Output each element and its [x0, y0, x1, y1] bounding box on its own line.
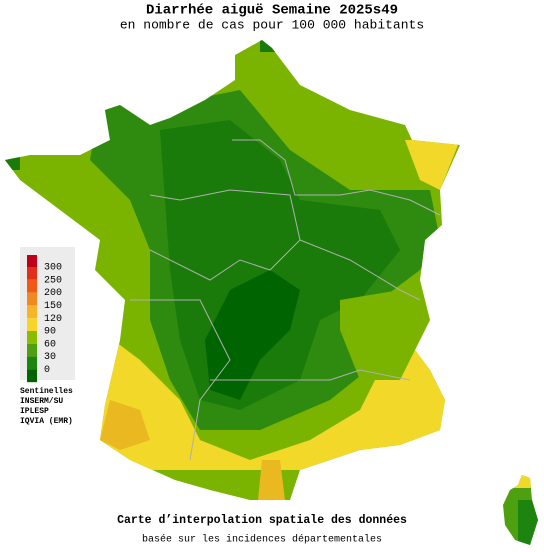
source-label: INSERM/SU — [20, 397, 63, 406]
legend-swatch — [27, 279, 37, 293]
map-title: Diarrhée aiguë Semaine 2025s49 — [146, 3, 398, 19]
legend-label: 150 — [44, 301, 62, 312]
legend-label: 200 — [44, 288, 62, 299]
legend-swatch — [27, 305, 37, 319]
legend-label: 30 — [44, 352, 56, 363]
footer-line: Carte d’interpolation spatiale des donné… — [117, 514, 407, 527]
legend-label: 120 — [44, 314, 62, 325]
legend-label: 0 — [44, 365, 50, 376]
legend-swatch — [27, 356, 37, 370]
legend-swatch — [27, 292, 37, 306]
source-label: Sentinelles — [20, 387, 73, 396]
map-subtitle: en nombre de cas pour 100 000 habitants — [120, 17, 424, 32]
legend-label: 250 — [44, 275, 62, 286]
legend-swatch — [27, 267, 37, 280]
corsica — [503, 475, 538, 545]
legend-swatch — [27, 331, 37, 344]
legend-label: 300 — [44, 263, 62, 274]
source-label: IQVIA (EMR) — [20, 417, 73, 426]
footer-line: basée sur les incidences départementales — [142, 534, 382, 546]
legend-swatch — [27, 369, 37, 383]
legend-swatch — [27, 343, 37, 357]
legend-label: 60 — [44, 339, 56, 350]
source-label: IPLESP — [20, 407, 49, 416]
legend-label: 90 — [44, 327, 56, 338]
legend-swatch — [27, 255, 37, 267]
legend-swatch — [27, 318, 37, 331]
